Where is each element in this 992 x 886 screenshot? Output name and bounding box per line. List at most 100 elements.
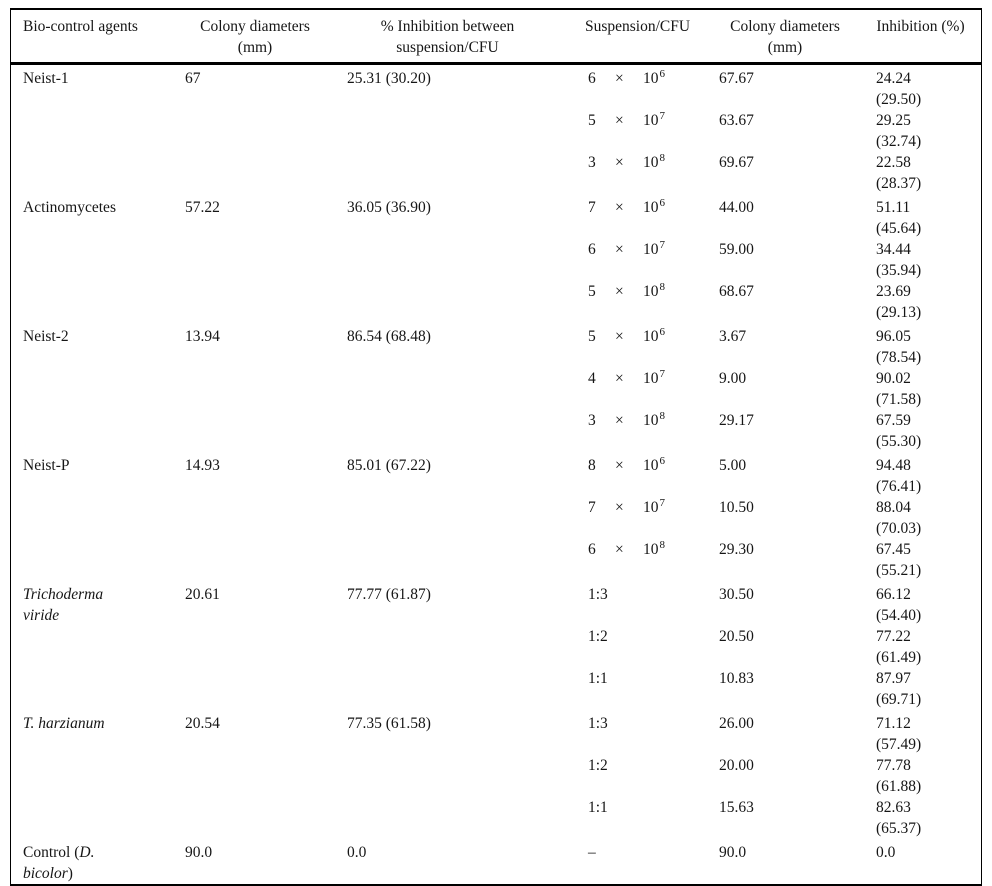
- column-header-line: (mm): [767, 39, 803, 56]
- power-mantissa: 10: [643, 154, 659, 171]
- agent-name-line: viride: [23, 605, 172, 626]
- suspension-power: 106: [643, 326, 665, 345]
- table-row-group: Neist-1 67 25.31 (30.20) 6 × 106 5 × 107 3 × 108 67.…: [11, 65, 981, 194]
- multiply-symbol: ×: [615, 70, 624, 87]
- colony-diameter2-value: 29.30: [719, 539, 860, 581]
- suspension-value: 6 × 108: [588, 539, 710, 581]
- suspension-value: 3 × 108: [588, 152, 710, 194]
- inhibition2-main: 23.69: [876, 283, 911, 300]
- suspension-coefficient: 3: [588, 412, 596, 429]
- column-header-line: Colony diameters: [730, 18, 840, 35]
- inhibition2-main: 67.45: [876, 541, 911, 558]
- suspension-power: 107: [643, 368, 665, 387]
- column-header-line: [565, 37, 710, 58]
- agent-name-line: Neist-P: [23, 455, 172, 476]
- suspension-coefficient: 4: [588, 370, 596, 387]
- suspension-text: 1:2: [588, 757, 608, 774]
- suspension-column: 1:3 1:2 1:1: [565, 710, 710, 839]
- multiply-symbol: ×: [615, 112, 624, 129]
- suspension-power: 106: [643, 68, 665, 87]
- inhibition2-value: 88.04 (70.03): [876, 497, 981, 539]
- inhibition2-value: 82.63 (65.37): [876, 797, 981, 839]
- suspension-power: 108: [643, 539, 665, 558]
- inhibition-summary-value: 86.54 (68.48): [347, 328, 431, 345]
- inhibition2-value: 22.58 (28.37): [876, 152, 981, 194]
- agent-name-segment: ): [67, 865, 73, 882]
- column-header-suspension-cfu: Suspension/CFU: [565, 16, 710, 58]
- inhibition2-column: 94.48 (76.41) 88.04 (70.03) 67.45 (55.21): [860, 452, 981, 581]
- inhibition2-value: 51.11 (45.64): [876, 197, 981, 239]
- agent-name-segment: Trichoderma: [23, 586, 104, 603]
- column-header-colony-diameters-right: Colony diameters (mm): [710, 16, 860, 58]
- multiply-symbol: ×: [615, 370, 624, 387]
- colony-diameter2-value: 44.00: [719, 197, 860, 239]
- agent-name-segment: Actinomycetes: [23, 199, 116, 216]
- suspension-value: 6 × 107: [588, 239, 710, 281]
- inhibition2-main: 77.22: [876, 628, 911, 645]
- inhibition2-paren: (61.49): [876, 649, 922, 666]
- suspension-text: 1:3: [588, 715, 608, 732]
- agent-cell: Control (D. bicolor): [11, 839, 180, 884]
- colony-diameter2-value: 15.63: [719, 797, 860, 839]
- colony-diameter2-value: 20.50: [719, 626, 860, 668]
- inhibition2-main: 82.63: [876, 799, 911, 816]
- suspension-value: 5 × 107: [588, 110, 710, 152]
- inhibition2-paren: [876, 863, 981, 884]
- agent-name-line: T. harzianum: [23, 713, 172, 734]
- column-header-line: % Inhibition between: [380, 18, 515, 35]
- column-header-line: Bio-control agents: [23, 18, 138, 35]
- suspension-power: 106: [643, 197, 665, 216]
- colony-diameter2-text: 20.50: [719, 628, 754, 645]
- agent-name-line: Neist-1: [23, 68, 172, 89]
- biocontrol-table: Bio-control agents Colony diameters (mm)…: [10, 8, 982, 886]
- inhibition2-paren: (76.41): [876, 478, 922, 495]
- suspension-coefficient: 5: [588, 112, 596, 129]
- suspension-coefficient: 6: [588, 70, 596, 87]
- suspension-coefficient: 7: [588, 199, 596, 216]
- inhibition-summary-cell: 25.31 (30.20): [330, 65, 565, 194]
- power-exponent: 8: [659, 410, 666, 422]
- power-mantissa: 10: [643, 283, 659, 300]
- suspension-text: 1:2: [588, 628, 608, 645]
- inhibition2-main: 88.04: [876, 499, 911, 516]
- table-row-group: T. harzianum 20.54 77.35 (61.58) 1:3 1:2 1:1 2…: [11, 710, 981, 839]
- inhibition2-main: 22.58: [876, 154, 911, 171]
- colony-diameter2-text: 3.67: [719, 328, 747, 345]
- column-header-bio-control-agents: Bio-control agents: [11, 16, 180, 58]
- inhibition2-paren: (29.50): [876, 91, 922, 108]
- inhibition2-value: 24.24 (29.50): [876, 68, 981, 110]
- inhibition2-paren: (32.74): [876, 133, 922, 150]
- colony-diameter2-value: 3.67: [719, 326, 860, 368]
- power-mantissa: 10: [643, 457, 659, 474]
- inhibition2-value: 90.02 (71.58): [876, 368, 981, 410]
- inhibition2-main: 90.02: [876, 370, 911, 387]
- inhibition2-main: 71.12: [876, 715, 911, 732]
- suspension-value: 6 × 106: [588, 68, 710, 110]
- inhibition2-value: 23.69 (29.13): [876, 281, 981, 323]
- suspension-column: 5 × 106 4 × 107 3 × 108: [565, 323, 710, 452]
- table-row-group: Control (D. bicolor) 90.0 0.0–90.0 0.0: [11, 839, 981, 884]
- column-header-line: Suspension/CFU: [584, 18, 691, 35]
- agent-cell: T. harzianum: [11, 710, 180, 839]
- inhibition2-value: 94.48 (76.41): [876, 455, 981, 497]
- column-header-inhibition-percent: Inhibition (%): [860, 16, 981, 58]
- multiply-symbol: ×: [615, 199, 624, 216]
- inhibition-summary-value: 77.77 (61.87): [347, 586, 431, 603]
- inhibition-summary-value: 25.31 (30.20): [347, 70, 431, 87]
- colony-diameter-cell: 20.54: [180, 710, 330, 839]
- inhibition2-main: 51.11: [876, 199, 911, 216]
- suspension-power: 107: [643, 239, 665, 258]
- colony-diameter-value: 20.61: [185, 586, 220, 603]
- suspension-text: –: [588, 844, 596, 861]
- colony-diameter2-column: 67.67 63.67 69.67: [710, 65, 860, 194]
- suspension-column: –: [565, 839, 710, 884]
- inhibition2-main: 87.97: [876, 670, 911, 687]
- colony-diameter-cell: 67: [180, 65, 330, 194]
- suspension-value: 5 × 108: [588, 281, 710, 323]
- multiply-symbol: ×: [615, 154, 624, 171]
- multiply-symbol: ×: [615, 541, 624, 558]
- inhibition-summary-value: 85.01 (67.22): [347, 457, 431, 474]
- inhibition2-column: 71.12 (57.49) 77.78 (61.88) 82.63 (65.37): [860, 710, 981, 839]
- colony-diameter2-text: 63.67: [719, 112, 754, 129]
- colony-diameter2-text: 67.67: [719, 70, 754, 87]
